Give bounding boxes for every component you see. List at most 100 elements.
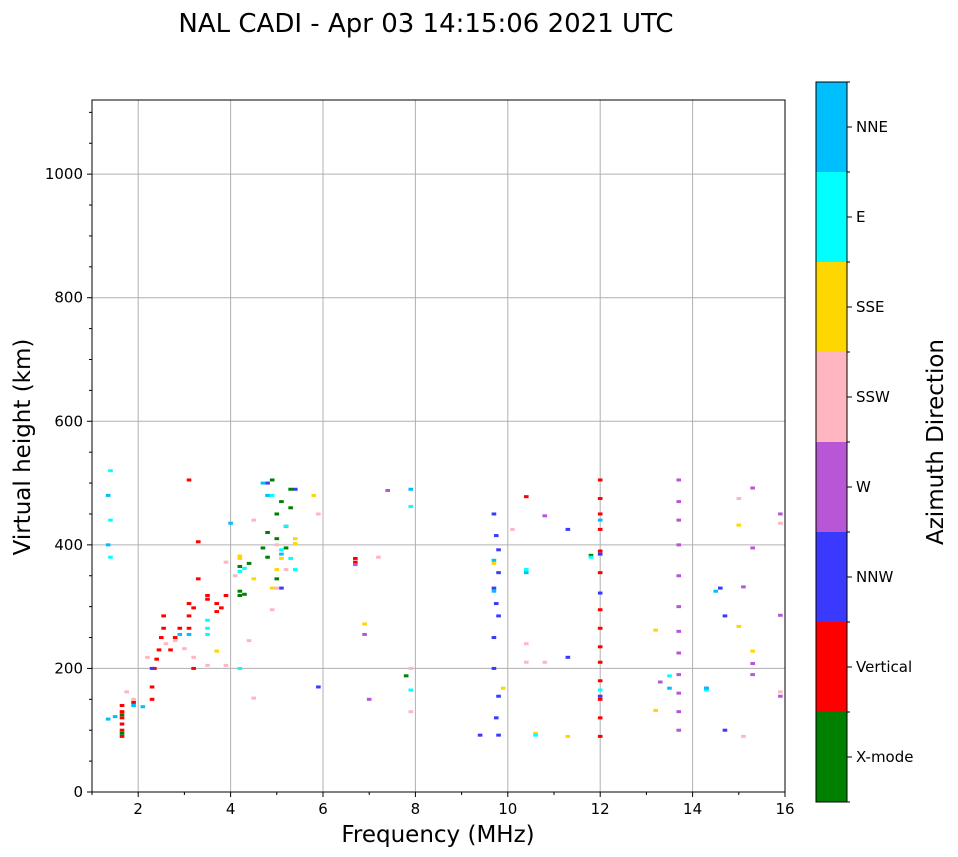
echo-mark-vertical — [205, 594, 210, 598]
echo-mark-nne — [597, 518, 603, 522]
echo-mark-w — [741, 585, 746, 589]
x-tick-label: 6 — [318, 800, 328, 818]
echo-mark-nnw — [722, 728, 728, 732]
echo-mark-ssw — [376, 555, 381, 559]
echo-mark-x-mode — [274, 537, 280, 541]
colorbar-swatch — [816, 172, 847, 262]
echo-mark-sse — [362, 622, 367, 626]
echo-mark-w — [778, 512, 783, 516]
echo-mark-vertical — [214, 610, 220, 614]
echo-mark-vertical — [597, 571, 603, 575]
echo-mark-e — [533, 733, 538, 737]
echo-mark-vertical — [597, 697, 603, 701]
echo-mark-nne — [186, 632, 192, 636]
echo-mark-nne — [112, 715, 118, 719]
echo-mark-nne — [491, 558, 497, 562]
echo-mark-x-mode — [588, 553, 594, 557]
echo-mark-w — [750, 673, 755, 677]
y-tick-label: 1000 — [45, 165, 83, 183]
echo-mark-vertical — [597, 478, 603, 482]
echo-mark-ssw — [223, 663, 229, 667]
colorbar: X-mode Vertical NNW W SSW SSE E NNE — [815, 81, 913, 803]
echo-mark-nne — [131, 704, 136, 707]
echo-mark-sse — [274, 568, 280, 572]
echo-mark-vertical — [191, 666, 196, 670]
echo-mark-ssw — [163, 642, 169, 646]
echo-mark-nne — [491, 589, 497, 593]
echo-mark-nnw — [597, 552, 603, 556]
echo-mark-nne — [140, 705, 146, 709]
y-tick-label: 600 — [54, 412, 83, 430]
echo-mark-e — [408, 688, 414, 692]
echo-mark-e — [269, 493, 275, 497]
echo-mark-vertical — [597, 626, 603, 630]
echo-mark-sse — [279, 556, 284, 560]
echo-mark-e — [279, 548, 284, 552]
echo-mark-ssw — [269, 608, 275, 612]
echo-mark-vertical — [119, 734, 125, 738]
echo-mark-vertical — [353, 556, 358, 560]
echo-mark-nnw — [491, 666, 497, 670]
echo-mark-w — [676, 518, 682, 522]
echo-mark-sse — [237, 554, 243, 558]
echo-mark-sse — [237, 556, 243, 560]
echo-mark-vertical — [149, 685, 155, 689]
echo-mark-w — [362, 632, 367, 636]
echo-mark-sse — [311, 493, 317, 497]
colorbar-swatch — [816, 532, 847, 622]
echo-mark-e — [283, 524, 289, 528]
colorbar-tick-label: E — [856, 208, 865, 226]
echo-mark-e — [205, 618, 210, 622]
echo-mark-nnw — [491, 512, 497, 516]
echo-mark-sse — [214, 649, 220, 653]
echo-mark-nne — [713, 589, 719, 593]
colorbar-frame — [815, 81, 848, 803]
echo-mark-w — [542, 514, 548, 518]
echo-mark-vertical — [214, 602, 220, 606]
echo-mark-x-mode — [237, 594, 243, 598]
echo-mark-vertical — [119, 710, 125, 714]
echo-mark-e — [108, 555, 113, 559]
echo-mark-vertical — [186, 614, 192, 618]
colorbar-swatch — [816, 622, 847, 712]
echo-mark-x-mode — [279, 500, 284, 504]
echo-mark-w — [676, 651, 682, 655]
echo-mark-nnw — [496, 614, 501, 618]
echo-mark-nnw — [491, 586, 497, 590]
echo-mark-vertical — [597, 497, 603, 501]
plot-background — [92, 100, 785, 792]
echo-mark-x-mode — [246, 561, 252, 565]
echo-mark-w — [676, 710, 682, 714]
echo-mark-sse — [653, 628, 658, 632]
echo-mark-vertical — [597, 512, 603, 516]
echo-mark-w — [676, 500, 682, 504]
echo-mark-vertical — [597, 645, 603, 649]
echo-mark-ssw — [408, 710, 414, 714]
echo-mark-sse — [533, 731, 538, 735]
echo-mark-ssw — [736, 497, 742, 501]
echo-mark-nnw — [265, 481, 270, 485]
echo-mark-nne — [523, 571, 529, 575]
echo-mark-vertical — [195, 540, 201, 544]
chart-title: NAL CADI - Apr 03 14:15:06 2021 UTC — [178, 9, 673, 39]
echo-mark-x-mode — [265, 531, 270, 534]
echo-mark-nnw — [597, 694, 603, 698]
colorbar-tick-label: X-mode — [856, 748, 913, 766]
echo-mark-vertical — [191, 606, 196, 610]
echo-mark-vertical — [158, 636, 164, 640]
echo-mark-vertical — [119, 716, 125, 720]
echo-mark-e — [242, 566, 247, 570]
echo-mark-vertical — [131, 700, 136, 704]
x-tick-label: 10 — [498, 800, 517, 818]
echo-mark-e — [237, 666, 243, 670]
echo-mark-nnw — [149, 666, 155, 670]
echo-mark-vertical — [172, 636, 178, 640]
echo-mark-vertical — [219, 606, 224, 610]
echo-mark-nnw — [722, 614, 728, 618]
echo-mark-vertical — [195, 577, 201, 581]
echo-mark-x-mode — [403, 674, 409, 678]
echo-mark-vertical — [119, 704, 125, 707]
plot-frame — [91, 99, 786, 793]
echo-mark-x-mode — [119, 731, 125, 735]
echo-mark-ssw — [778, 690, 783, 694]
